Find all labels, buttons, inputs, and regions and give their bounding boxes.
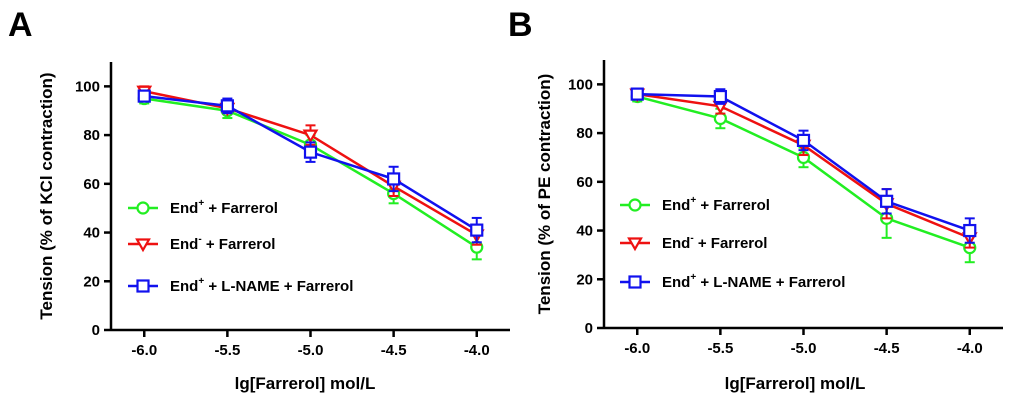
- panel-label: B: [508, 6, 533, 44]
- y-axis-title: Tension (% of PE contraction): [535, 74, 554, 315]
- data-point: [302, 129, 319, 144]
- legend-marker: [135, 238, 151, 253]
- legend-entry-3: End+ + L-NAME + Farrerol: [620, 272, 845, 291]
- series-line: [144, 97, 478, 249]
- y-tick-label: 0: [92, 322, 100, 339]
- data-point: [713, 111, 727, 126]
- chart-panel-b: B 0 20 40 60 80 100 -6.0 -5.5 -5.0 -4.5 -4.0 lg[Farr…: [508, 6, 1003, 393]
- legend-entry-3: End+ + L-NAME + Farrerol: [128, 276, 353, 295]
- legend-marker: [628, 275, 642, 289]
- y-tick-label: 40: [83, 225, 100, 242]
- y-tick-label: 20: [83, 273, 100, 290]
- data-point: [630, 87, 644, 101]
- y-tick-label: 80: [83, 127, 100, 144]
- legend-marker: [627, 237, 643, 252]
- legend-entry-2: End- + Farrerol: [128, 234, 275, 253]
- legend-marker: [136, 201, 150, 215]
- series-3: [630, 87, 977, 244]
- legend-label: End+ + Farrerol: [662, 195, 770, 214]
- series-2: [629, 88, 978, 249]
- x-tick-label: -5.0: [298, 342, 324, 359]
- legend-entry-1: End+ + Farrerol: [620, 195, 770, 214]
- x-axis-title: lg[Farrerol] mol/L: [725, 374, 866, 393]
- data-point: [713, 89, 727, 104]
- data-point: [963, 223, 977, 238]
- series-1: [137, 91, 484, 261]
- y-tick-label: 100: [75, 78, 100, 95]
- x-axis-title: lg[Farrerol] mol/L: [235, 374, 376, 393]
- x-tick-label: -4.5: [381, 342, 407, 359]
- legend-label: End+ + Farrerol: [170, 198, 278, 217]
- y-tick-label: 20: [576, 271, 593, 288]
- x-tick-label: -5.5: [707, 340, 733, 357]
- legend-entry-2: End- + Farrerol: [620, 233, 767, 252]
- data-point: [470, 223, 484, 237]
- y-tick-label: 60: [576, 174, 593, 191]
- series-3: [137, 89, 484, 244]
- y-axis-title: Tension (% of KCl contraction): [37, 72, 56, 319]
- legend-label: End- + Farrerol: [170, 234, 275, 253]
- data-point: [796, 133, 811, 147]
- x-tick-label: -4.0: [464, 342, 490, 359]
- data-point: [387, 172, 401, 186]
- legend-entry-1: End+ + Farrerol: [128, 198, 278, 217]
- chart-panel-a: A 0 20 40 60 80 100 -6.0 -5.5 -5.0 -4.5 -4.0 lg[Farr…: [8, 6, 510, 393]
- x-tick-label: -5.0: [791, 340, 817, 357]
- legend-marker: [136, 279, 150, 293]
- panel-label: A: [8, 6, 33, 44]
- series-2: [136, 85, 485, 246]
- x-tick-label: -5.5: [214, 342, 240, 359]
- data-point: [880, 194, 894, 208]
- y-tick-label: 100: [568, 76, 593, 93]
- y-tick-label: 40: [576, 223, 593, 240]
- legend-marker: [628, 198, 642, 212]
- data-point: [220, 99, 234, 113]
- data-point: [303, 145, 318, 159]
- x-tick-label: -4.0: [957, 340, 983, 357]
- y-tick-label: 80: [576, 125, 593, 142]
- legend-label: End+ + L-NAME + Farrerol: [662, 272, 845, 291]
- data-point: [137, 89, 151, 103]
- legend-label: End- + Farrerol: [662, 233, 767, 252]
- legend-label: End+ + L-NAME + Farrerol: [170, 276, 353, 295]
- x-tick-label: -4.5: [874, 340, 900, 357]
- x-tick-label: -6.0: [624, 340, 650, 357]
- y-tick-label: 0: [585, 320, 593, 337]
- x-tick-label: -6.0: [131, 342, 157, 359]
- series-line: [636, 95, 971, 249]
- y-tick-label: 60: [83, 176, 100, 193]
